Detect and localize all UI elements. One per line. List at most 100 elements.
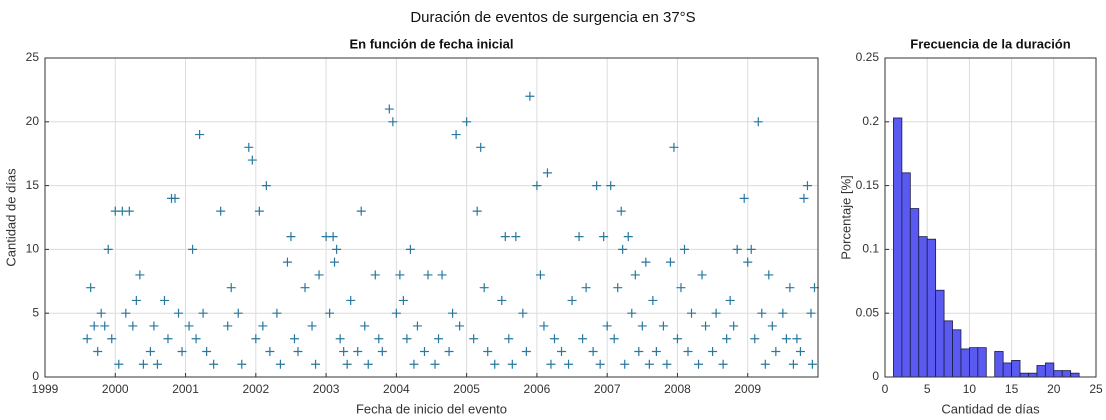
x-tick-label: 2000: [102, 382, 129, 396]
point: [729, 321, 739, 331]
point: [434, 334, 444, 344]
x-tick-label: 15: [1005, 382, 1019, 396]
point: [419, 346, 429, 356]
y-tick-label: 25: [26, 50, 40, 64]
bar: [935, 289, 945, 378]
point: [637, 321, 647, 331]
point: [209, 359, 219, 369]
point: [795, 346, 805, 356]
point: [618, 244, 628, 254]
point: [223, 321, 233, 331]
point: [107, 334, 117, 344]
point: [286, 232, 296, 242]
point: [124, 206, 134, 216]
point: [289, 334, 299, 344]
bar: [1061, 370, 1072, 378]
point: [395, 270, 405, 280]
bar: [1028, 372, 1038, 378]
point: [174, 308, 184, 318]
point: [170, 193, 180, 203]
point: [384, 104, 394, 114]
point: [785, 283, 795, 293]
x-tick-label: 25: [1089, 382, 1103, 396]
x-tick-label: 0: [882, 382, 889, 396]
point: [86, 283, 96, 293]
point: [82, 334, 92, 344]
x-tick-label: 2002: [242, 382, 269, 396]
point: [802, 181, 812, 191]
point: [557, 346, 567, 356]
point: [412, 321, 422, 331]
point: [549, 334, 559, 344]
point: [128, 321, 138, 331]
point: [648, 295, 658, 305]
x-axis-label: Cantidad de días: [941, 401, 1040, 416]
point: [451, 130, 461, 140]
plot-frame: [44, 57, 819, 378]
bar: [943, 320, 953, 378]
point: [725, 295, 735, 305]
point: [578, 334, 588, 344]
point: [342, 359, 352, 369]
point: [781, 334, 791, 344]
point: [500, 232, 510, 242]
x-tick-label: 2007: [594, 382, 621, 396]
point: [757, 308, 767, 318]
point: [525, 91, 535, 101]
point: [198, 308, 208, 318]
point: [672, 334, 682, 344]
bar: [1011, 360, 1021, 378]
point: [398, 295, 408, 305]
x-axis-label: Fecha de inicio del evento: [356, 401, 507, 416]
x-tick-label: 2005: [453, 382, 480, 396]
point: [226, 283, 236, 293]
point: [195, 130, 205, 140]
point: [332, 244, 342, 254]
point: [806, 308, 816, 318]
bar: [977, 347, 987, 378]
bar: [1044, 362, 1055, 378]
point: [346, 295, 356, 305]
point: [469, 334, 479, 344]
point: [184, 321, 194, 331]
bar: [1002, 362, 1012, 378]
point: [479, 283, 489, 293]
point: [521, 346, 531, 356]
point: [687, 308, 697, 318]
point: [679, 244, 689, 254]
x-tick-label: 10: [963, 382, 977, 396]
point: [760, 359, 770, 369]
plot-frame: [884, 57, 1097, 378]
point: [405, 244, 415, 254]
point: [114, 359, 124, 369]
point: [265, 346, 275, 356]
point: [694, 359, 704, 369]
point: [423, 270, 433, 280]
y-tick-label: 20: [26, 114, 40, 128]
y-tick-label: 5: [32, 305, 39, 319]
point: [778, 308, 788, 318]
bar: [918, 236, 928, 378]
point: [121, 308, 131, 318]
bar: [952, 329, 962, 378]
point: [497, 295, 507, 305]
point: [363, 359, 373, 369]
bar: [909, 208, 920, 378]
point: [377, 346, 387, 356]
point: [233, 308, 243, 318]
point: [792, 334, 802, 344]
point: [135, 270, 145, 280]
y-tick-label: 0.2: [862, 114, 879, 128]
point: [93, 346, 103, 356]
x-tick-label: 2001: [172, 382, 199, 396]
point: [483, 346, 493, 356]
point: [293, 346, 303, 356]
point: [532, 181, 542, 191]
point: [462, 117, 472, 127]
point: [807, 359, 817, 369]
point: [535, 270, 545, 280]
x-tick-label: 5: [924, 382, 931, 396]
point: [609, 334, 619, 344]
point: [314, 270, 324, 280]
